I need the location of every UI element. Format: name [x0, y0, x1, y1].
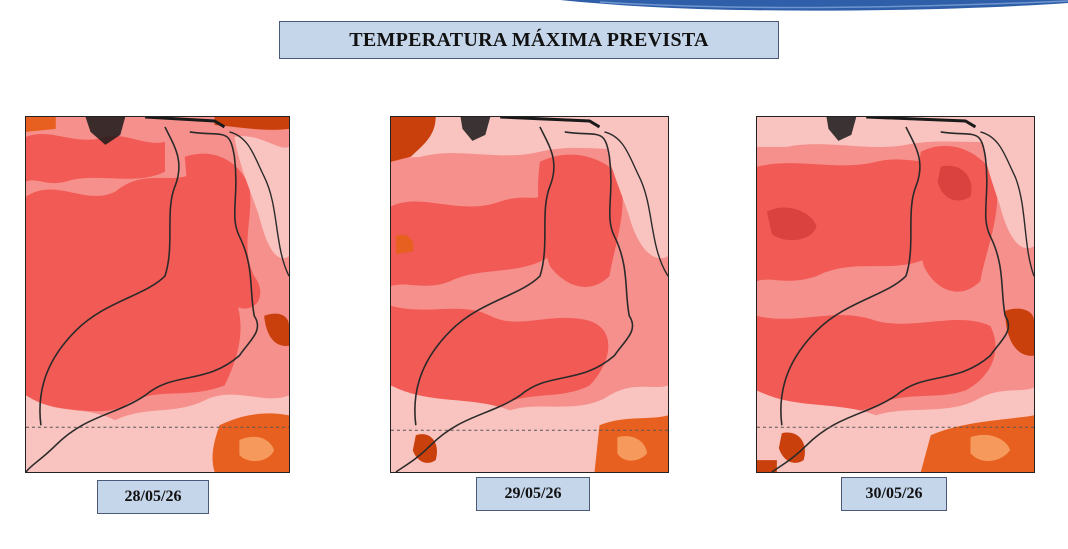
header-swoosh-decoration [560, 0, 1068, 11]
forecast-map-day-1 [25, 116, 290, 473]
page-title: TEMPERATURA MÁXIMA PREVISTA [279, 21, 779, 59]
map-date-label-2: 29/05/26 [476, 477, 590, 511]
map-date-label-3: 30/05/26 [841, 477, 947, 511]
map-date-label-1: 28/05/26 [97, 480, 209, 514]
forecast-map-day-3 [756, 116, 1035, 473]
forecast-map-day-2 [390, 116, 669, 473]
